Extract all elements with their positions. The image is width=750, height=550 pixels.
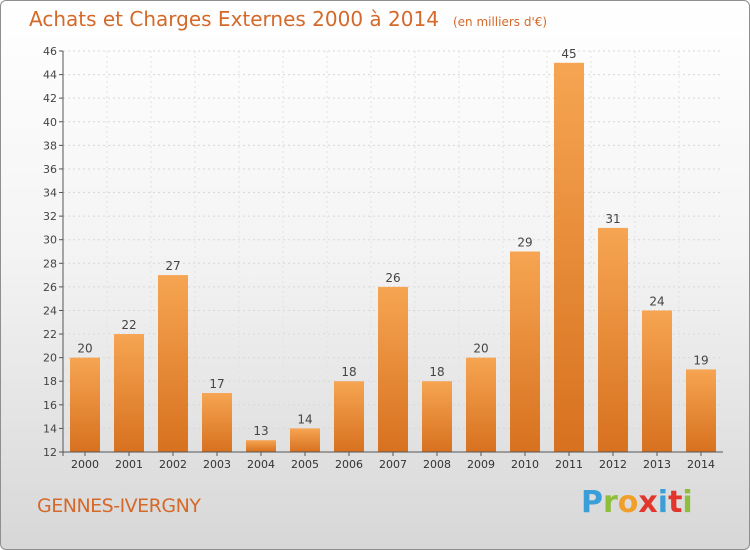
y-tick-label: 12	[43, 446, 57, 459]
y-tick-label: 22	[43, 328, 57, 341]
data-label: 22	[121, 318, 136, 332]
x-tick-label: 2008	[423, 458, 451, 471]
bar	[202, 393, 232, 452]
x-tick-label: 2009	[467, 458, 495, 471]
bar	[554, 62, 584, 452]
x-tick-label: 2005	[291, 458, 319, 471]
x-tick-label: 2000	[71, 458, 99, 471]
logo-letter: i	[682, 485, 693, 520]
bar	[466, 357, 496, 452]
y-tick-label: 40	[43, 116, 57, 129]
bar	[246, 440, 276, 452]
bar	[290, 428, 320, 452]
x-tick-label: 2002	[159, 458, 187, 471]
x-tick-label: 2010	[511, 458, 539, 471]
x-tick-label: 2004	[247, 458, 275, 471]
data-label: 26	[385, 271, 400, 285]
bar	[422, 381, 452, 452]
bar	[642, 310, 672, 452]
y-tick-label: 34	[43, 187, 57, 200]
logo-letter: i	[657, 485, 669, 520]
y-tick-label: 30	[43, 234, 57, 247]
data-label: 18	[429, 365, 444, 379]
data-label: 17	[209, 377, 224, 391]
y-tick-label: 32	[43, 210, 57, 223]
y-tick-label: 20	[43, 352, 57, 365]
x-tick-label: 2001	[115, 458, 143, 471]
x-tick-label: 2006	[335, 458, 363, 471]
axes: 12 14 16 18 20 22 24 26 28 30 32 34 36 38 40 42 44 46	[43, 45, 723, 459]
y-tick-label: 42	[43, 92, 57, 105]
bar	[158, 275, 188, 452]
logo-letter: P	[581, 485, 603, 520]
logo-letter: o	[617, 485, 639, 520]
data-label: 20	[77, 342, 92, 356]
data-label: 27	[165, 259, 180, 273]
bar	[686, 369, 716, 452]
data-label: 20	[473, 342, 488, 356]
data-label: 29	[517, 236, 532, 250]
y-tick-label: 16	[43, 399, 57, 412]
town-name: GENNES-IVERGNY	[37, 495, 201, 517]
y-tick-label: 24	[43, 304, 57, 317]
y-tick-label: 46	[43, 45, 57, 58]
proxiti-logo[interactable]: Proxiti	[581, 485, 693, 520]
data-label: 45	[561, 47, 576, 61]
x-tick-label: 2012	[599, 458, 627, 471]
x-tick-label: 2013	[643, 458, 671, 471]
x-tick-label: 2011	[555, 458, 583, 471]
y-tick-label: 38	[43, 139, 57, 152]
chart-title: Achats et Charges Externes 2000 à 2014 (e…	[29, 7, 547, 31]
logo-letter: x	[638, 485, 658, 520]
data-label: 24	[649, 294, 664, 308]
y-tick-label: 36	[43, 163, 57, 176]
y-tick-label: 44	[43, 69, 57, 82]
bar	[334, 381, 364, 452]
logo-letter: t	[668, 485, 683, 520]
y-tick-label: 26	[43, 281, 57, 294]
x-tick-label: 2003	[203, 458, 231, 471]
y-tick-label: 14	[43, 422, 57, 435]
data-label: 13	[253, 424, 268, 438]
data-label: 19	[693, 353, 708, 367]
bar	[114, 334, 144, 452]
chart-title-text: Achats et Charges Externes 2000 à 2014	[29, 7, 439, 31]
data-label: 18	[341, 365, 356, 379]
data-label: 14	[297, 412, 312, 426]
y-tick-label: 18	[43, 375, 57, 388]
chart-subtitle: (en milliers d'€)	[452, 15, 548, 29]
y-tick-label: 28	[43, 257, 57, 270]
data-label: 31	[605, 212, 620, 226]
labels: 20 2000 22 2001 27 2002 17 2003 13 2004 14 2005 18 20…	[71, 47, 715, 471]
bar	[598, 227, 628, 452]
logo-letter: r	[603, 485, 618, 520]
bar	[70, 357, 100, 452]
x-tick-label: 2014	[687, 458, 715, 471]
bars	[70, 62, 716, 452]
bar	[378, 286, 408, 452]
x-tick-label: 2007	[379, 458, 407, 471]
bar	[510, 251, 540, 452]
